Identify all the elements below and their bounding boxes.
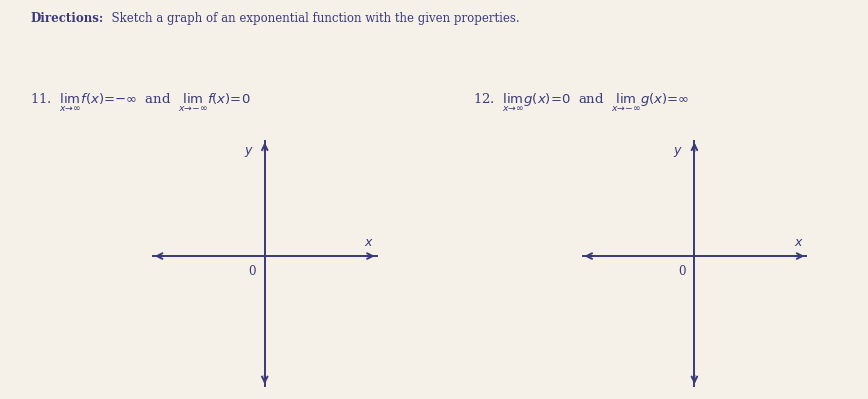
Text: $y$: $y$ (674, 146, 683, 160)
Text: $y$: $y$ (244, 146, 253, 160)
Text: 12.  $\lim_{x\to\infty} g(x)=0$  and  $\lim_{x\to-\infty} g(x)=\infty$: 12. $\lim_{x\to\infty} g(x)=0$ and $\lim… (473, 92, 689, 114)
Text: Sketch a graph of an exponential function with the given properties.: Sketch a graph of an exponential functio… (104, 12, 520, 25)
Text: Directions:: Directions: (30, 12, 103, 25)
Text: 0: 0 (248, 265, 256, 278)
Text: $x$: $x$ (794, 236, 804, 249)
Text: 11.  $\lim_{x\to\infty} f(x)=-\infty$  and  $\lim_{x\to-\infty} f(x)=0$: 11. $\lim_{x\to\infty} f(x)=-\infty$ and… (30, 92, 251, 114)
Text: 0: 0 (678, 265, 686, 278)
Text: $x$: $x$ (365, 236, 374, 249)
